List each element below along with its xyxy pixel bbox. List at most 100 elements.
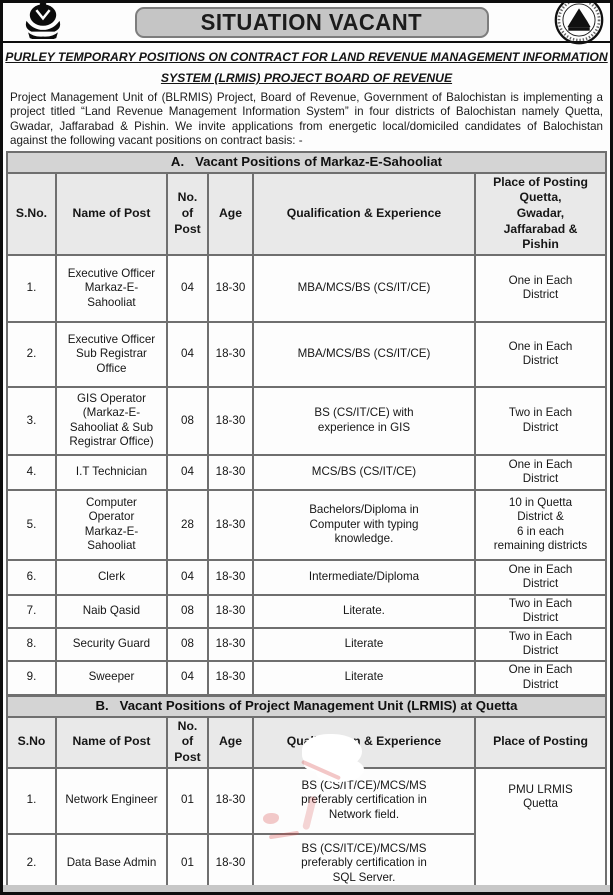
cell-qualification: BS (CS/IT/CE) with experience in GIS bbox=[251, 385, 476, 456]
cell-place: One in Each District bbox=[473, 320, 608, 388]
subtitle-line-1: PURLEY TEMPORARY POSITIONS ON CONTRACT F… bbox=[5, 50, 608, 64]
cell-qualification: Bachelors/Diploma in Computer with typin… bbox=[251, 488, 476, 561]
cell-post-name: Security Guard bbox=[54, 626, 168, 662]
cell-posts: 08 bbox=[165, 385, 209, 456]
cell-qualification: BS (CS/IT/CE)/MCS/MS preferably certific… bbox=[251, 766, 476, 835]
cell-sno: 1. bbox=[5, 766, 57, 835]
cell-posts: 28 bbox=[165, 488, 209, 561]
col-header-sno: S.No bbox=[5, 715, 57, 769]
cell-posts: 08 bbox=[165, 626, 209, 662]
cell-post-name: Executive Officer Sub Registrar Office bbox=[54, 320, 168, 388]
cell-sno: 1. bbox=[5, 253, 57, 323]
table-row: 9. Sweeper 04 18-30 Literate One in Each… bbox=[5, 659, 608, 696]
cell-age: 18-30 bbox=[206, 832, 254, 892]
cell-place: Two in Each District bbox=[473, 626, 608, 662]
page-title: SITUATION VACANT bbox=[200, 8, 423, 35]
col-header-name: Name of Post bbox=[54, 715, 168, 769]
cell-age: 18-30 bbox=[206, 659, 254, 696]
col-header-age: Age bbox=[206, 715, 254, 769]
col-header-name: Name of Post bbox=[54, 171, 168, 256]
cell-qualification: Literate bbox=[251, 626, 476, 662]
subtitle-line-2: SYSTEM (LRMIS) PROJECT BOARD OF REVENUE bbox=[160, 71, 453, 86]
vacancies-table-markaz: A. Vacant Positions of Markaz-E-Sahoolia… bbox=[5, 151, 608, 696]
table-row: 8. Security Guard 08 18-30 Literate Two … bbox=[5, 626, 608, 662]
cell-sno: 8. bbox=[5, 626, 57, 662]
cell-posts: 04 bbox=[165, 659, 209, 696]
col-header-place: Place of Posting bbox=[473, 715, 608, 769]
cell-age: 18-30 bbox=[206, 320, 254, 388]
cell-post-name: I.T Technician bbox=[54, 453, 168, 491]
cell-qualification: Literate bbox=[251, 659, 476, 696]
coat-of-arms-logo-icon bbox=[17, 3, 69, 44]
section-a-heading-row: A. Vacant Positions of Markaz-E-Sahoolia… bbox=[5, 151, 608, 174]
section-b-heading: B. Vacant Positions of Project Managemen… bbox=[5, 694, 608, 718]
col-header-sno: S.No. bbox=[5, 171, 57, 256]
cell-age: 18-30 bbox=[206, 488, 254, 561]
cell-post-name: Sweeper bbox=[54, 659, 168, 696]
cell-posts: 04 bbox=[165, 558, 209, 596]
cell-qualification: MBA/MCS/BS (CS/IT/CE) bbox=[251, 320, 476, 388]
cell-sno: 2. bbox=[5, 832, 57, 892]
cell-posts: 08 bbox=[165, 593, 209, 629]
cell-sno: 7. bbox=[5, 593, 57, 629]
intro-paragraph: Project Management Unit of (BLRMIS) Proj… bbox=[10, 91, 603, 147]
cell-post-name: Computer Operator Markaz-E- Sahooliat bbox=[54, 488, 168, 561]
cell-place: PMU LRMIS Quetta bbox=[473, 766, 608, 892]
table-row: 1. Network Engineer 01 18-30 BS (CS/IT/C… bbox=[5, 766, 608, 892]
cell-age: 18-30 bbox=[206, 626, 254, 662]
col-header-age: Age bbox=[206, 171, 254, 256]
cell-place: 10 in Quetta District & 6 in each remain… bbox=[473, 488, 608, 561]
cell-post-name: Naib Qasid bbox=[54, 593, 168, 629]
cell-sno: 4. bbox=[5, 453, 57, 491]
header-band: SITUATION VACANT bbox=[3, 3, 610, 44]
table-row: 7. Naib Qasid 08 18-30 Literate. Two in … bbox=[5, 593, 608, 629]
col-header-place: Place of Posting Quetta, Gwadar, Jaffara… bbox=[473, 171, 608, 256]
table-row: 1. Executive Officer Markaz-E- Sahooliat… bbox=[5, 253, 608, 323]
col-header-posts: No. of Post bbox=[165, 715, 209, 769]
cell-post-name: Executive Officer Markaz-E- Sahooliat bbox=[54, 253, 168, 323]
cell-post-name: Clerk bbox=[54, 558, 168, 596]
title-banner: SITUATION VACANT bbox=[134, 6, 489, 38]
cell-age: 18-30 bbox=[206, 593, 254, 629]
cell-qualification: BS (CS/IT/CE)/MCS/MS preferably certific… bbox=[251, 832, 476, 892]
advert-subtitle: PURLEY TEMPORARY POSITIONS ON CONTRACT F… bbox=[3, 43, 610, 88]
cell-posts: 04 bbox=[165, 320, 209, 388]
cell-place: Two in Each District bbox=[473, 385, 608, 456]
scan-bottom-strip bbox=[3, 885, 610, 892]
cell-place: One in Each District bbox=[473, 253, 608, 323]
cell-sno: 5. bbox=[5, 488, 57, 561]
table-row: 4. I.T Technician 04 18-30 MCS/BS (CS/IT… bbox=[5, 453, 608, 491]
cell-place: Two in Each District bbox=[473, 593, 608, 629]
circular-seal-logo-icon bbox=[554, 3, 604, 50]
cell-sno: 9. bbox=[5, 659, 57, 696]
cell-age: 18-30 bbox=[206, 253, 254, 323]
section-b-heading-row: B. Vacant Positions of Project Managemen… bbox=[5, 694, 608, 718]
cell-sno: 6. bbox=[5, 558, 57, 596]
cell-posts: 04 bbox=[165, 253, 209, 323]
cell-post-name: Data Base Admin bbox=[54, 832, 168, 892]
table-row: 5. Computer Operator Markaz-E- Sahooliat… bbox=[5, 488, 608, 561]
cell-posts: 04 bbox=[165, 453, 209, 491]
cell-place: One in Each District bbox=[473, 558, 608, 596]
cell-age: 18-30 bbox=[206, 558, 254, 596]
cell-sno: 2. bbox=[5, 320, 57, 388]
cell-qualification: MCS/BS (CS/IT/CE) bbox=[251, 453, 476, 491]
cell-sno: 3. bbox=[5, 385, 57, 456]
cell-qualification: Intermediate/Diploma bbox=[251, 558, 476, 596]
cell-age: 18-30 bbox=[206, 453, 254, 491]
cell-place: One in Each District bbox=[473, 659, 608, 696]
cell-post-name: Network Engineer bbox=[54, 766, 168, 835]
cell-place: One in Each District bbox=[473, 453, 608, 491]
cell-post-name: GIS Operator (Markaz-E- Sahooliat & Sub … bbox=[54, 385, 168, 456]
col-header-qualification: Qualification & Experience bbox=[251, 171, 476, 256]
cell-qualification: MBA/MCS/BS (CS/IT/CE) bbox=[251, 253, 476, 323]
table-b-header-row: S.No Name of Post No. of Post Age Qualif… bbox=[5, 715, 608, 769]
cell-age: 18-30 bbox=[206, 385, 254, 456]
section-a-heading: A. Vacant Positions of Markaz-E-Sahoolia… bbox=[5, 151, 608, 174]
cell-age: 18-30 bbox=[206, 766, 254, 835]
table-a-header-row: S.No. Name of Post No. of Post Age Quali… bbox=[5, 171, 608, 256]
table-row: 6. Clerk 04 18-30 Intermediate/Diploma O… bbox=[5, 558, 608, 596]
col-header-posts: No. of Post bbox=[165, 171, 209, 256]
cell-qualification: Literate. bbox=[251, 593, 476, 629]
